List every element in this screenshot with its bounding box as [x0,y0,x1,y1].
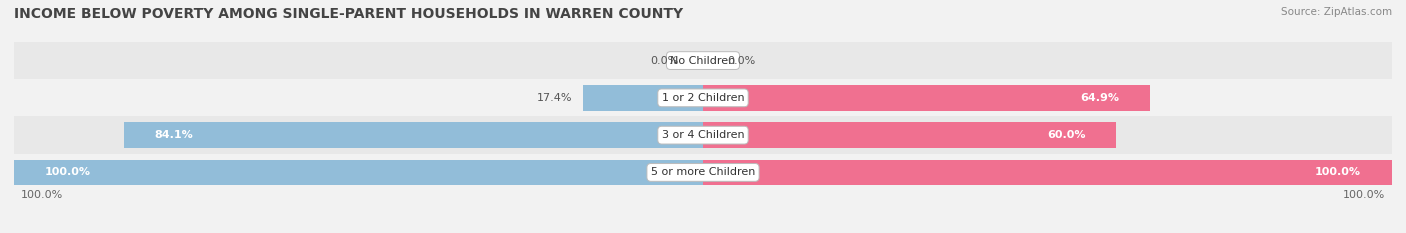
Bar [14,154,1392,191]
Text: 64.9%: 64.9% [1080,93,1119,103]
Text: 5 or more Children: 5 or more Children [651,168,755,177]
Bar [703,123,1116,148]
Text: 1 or 2 Children: 1 or 2 Children [662,93,744,103]
Bar [124,123,703,148]
Text: Source: ZipAtlas.com: Source: ZipAtlas.com [1281,7,1392,17]
Bar [703,85,1150,110]
Text: No Children: No Children [671,56,735,65]
Bar [703,160,1392,185]
Bar [14,116,1392,154]
Bar [14,160,703,185]
Text: 100.0%: 100.0% [21,190,63,200]
Bar [583,85,703,110]
Text: 17.4%: 17.4% [537,93,572,103]
Text: INCOME BELOW POVERTY AMONG SINGLE-PARENT HOUSEHOLDS IN WARREN COUNTY: INCOME BELOW POVERTY AMONG SINGLE-PARENT… [14,7,683,21]
Text: 60.0%: 60.0% [1047,130,1085,140]
Text: 0.0%: 0.0% [651,56,679,65]
Bar [14,42,1392,79]
Text: 84.1%: 84.1% [155,130,194,140]
Text: 0.0%: 0.0% [727,56,755,65]
Text: 3 or 4 Children: 3 or 4 Children [662,130,744,140]
Bar [14,79,1392,116]
Text: 100.0%: 100.0% [45,168,91,177]
Text: 100.0%: 100.0% [1315,168,1361,177]
Text: 100.0%: 100.0% [1343,190,1385,200]
